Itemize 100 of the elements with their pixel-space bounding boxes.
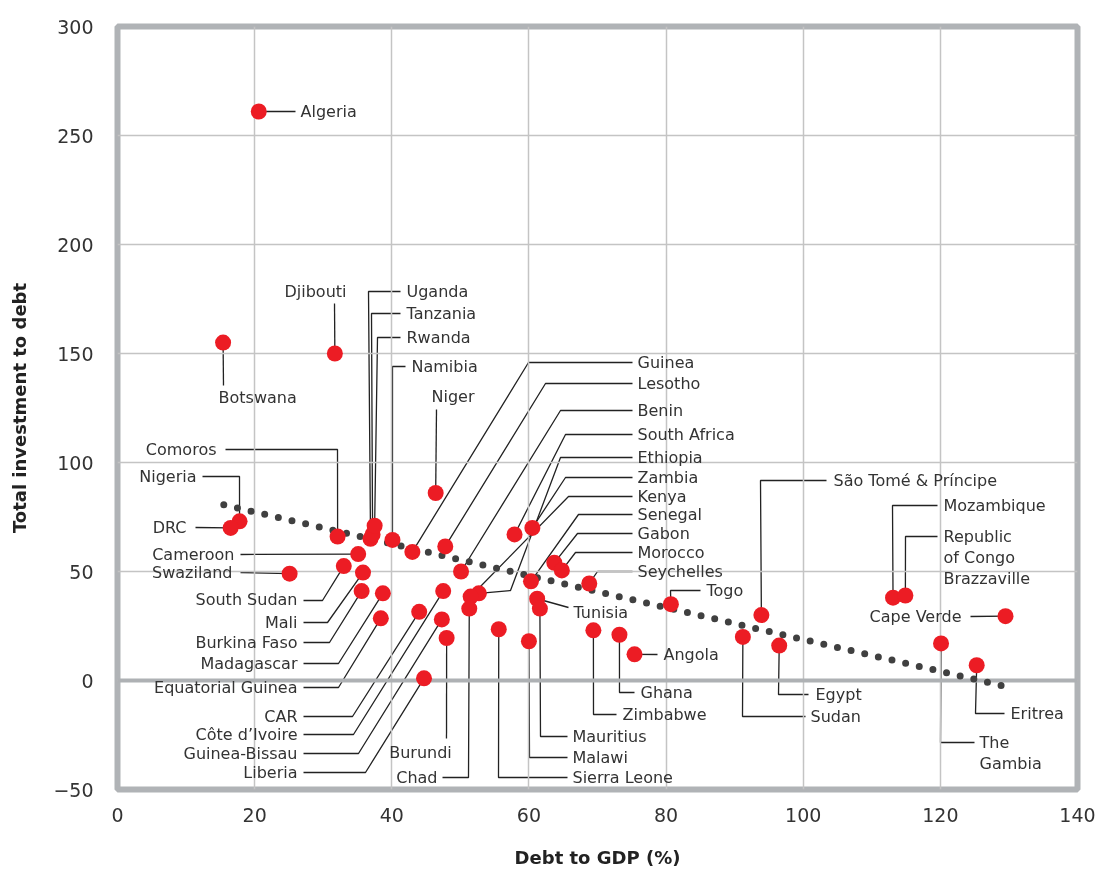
point (427, 485, 444, 501)
annotation: Angola (663, 645, 719, 664)
point (611, 626, 628, 643)
point (531, 600, 548, 617)
annotation: Republic of Congo Brazzaville (943, 527, 1031, 588)
annotation: Madagascar (200, 654, 298, 673)
point (281, 565, 298, 582)
point (524, 519, 541, 536)
point (433, 611, 450, 628)
y-tick-label: 100 (57, 451, 94, 474)
x-tick-label: 0 (111, 803, 124, 826)
point (968, 657, 985, 674)
annotation: Mozambique (943, 496, 1046, 515)
annotation: Zambia (637, 468, 699, 487)
point (585, 622, 602, 639)
annotation: Niger (431, 387, 475, 406)
annotation: Lesotho (637, 374, 701, 393)
point (372, 610, 389, 627)
point (366, 517, 383, 534)
point (438, 630, 455, 646)
y-tick-label: 0 (81, 669, 94, 692)
point (553, 562, 570, 579)
y-tick-label: 300 (57, 15, 94, 38)
point (437, 538, 454, 555)
y-axis-title: Total investment to debt (9, 282, 31, 534)
point (771, 637, 788, 654)
annotation: Burkina Faso (195, 633, 298, 652)
x-axis-title: Debt to GDP (%) (514, 846, 681, 868)
annotation: Senegal (637, 505, 702, 524)
annotation: Côte d’Ivoire (195, 725, 298, 744)
annotation: Cameroon (152, 545, 235, 564)
annotation: Ghana (640, 683, 693, 702)
point (335, 558, 352, 575)
point (897, 587, 914, 604)
annotation: Malawi (572, 748, 628, 767)
annotation: Burundi (389, 743, 452, 762)
annotation: Cape Verde (869, 607, 962, 626)
point (753, 607, 770, 624)
annotation: Mali (265, 613, 298, 632)
annotation: Djibouti (284, 282, 347, 301)
point (384, 531, 401, 548)
point (997, 608, 1014, 625)
annotation: Liberia (243, 763, 298, 782)
annotation: Sierra Leone (572, 768, 673, 787)
point (354, 564, 371, 581)
annotation: Guinea (637, 353, 695, 372)
annotation: Algeria (300, 102, 357, 121)
point (326, 345, 343, 362)
annotation: Sudan (810, 707, 861, 726)
annotation: Equatorial Guinea (154, 678, 298, 697)
point (350, 546, 367, 563)
point (453, 563, 470, 580)
point (250, 103, 267, 120)
point (353, 583, 370, 600)
annotation: Swaziland (152, 563, 233, 582)
point (404, 543, 421, 560)
annotation: Mauritius (572, 727, 647, 746)
annotation: Guinea-Bissau (183, 744, 298, 763)
annotation: Gabon (637, 524, 690, 543)
annotation: Namibia (411, 357, 478, 376)
point (581, 575, 598, 592)
annotation: Rwanda (406, 328, 471, 347)
annotation: Ethiopia (637, 448, 703, 467)
y-tick-label: −50 (53, 778, 94, 801)
point (662, 596, 679, 613)
point (222, 519, 239, 536)
annotation: Nigeria (139, 467, 197, 486)
annotation: Egypt (815, 685, 862, 704)
point (522, 573, 539, 590)
y-tick-label: 200 (57, 233, 94, 256)
annotation: CAR (264, 707, 298, 726)
point (506, 526, 523, 543)
point (374, 585, 391, 602)
x-tick-label: 120 (922, 803, 959, 826)
annotation: Zimbabwe (622, 705, 707, 724)
annotation: Tanzania (405, 304, 477, 323)
annotation: Chad (396, 768, 438, 787)
point (411, 603, 428, 620)
x-tick-label: 140 (1059, 803, 1096, 826)
annotation: Uganda (406, 282, 469, 301)
annotation: The Gambia (978, 733, 1042, 773)
y-tick-label: 50 (69, 560, 94, 583)
annotation: Seychelles (637, 562, 723, 581)
point (933, 635, 950, 652)
point (490, 621, 507, 638)
point (734, 628, 751, 645)
annotation: Togo (705, 581, 744, 600)
annotation: South Sudan (195, 590, 298, 609)
point (435, 583, 452, 600)
point (329, 528, 346, 545)
annotation: Benin (637, 401, 684, 420)
x-tick-label: 100 (785, 803, 822, 826)
annotation: São Tomé & Príncipe (833, 471, 998, 490)
point (461, 600, 478, 617)
annotation: Morocco (637, 543, 705, 562)
y-tick-label: 150 (57, 342, 94, 365)
annotation: DRC (152, 518, 187, 537)
annotation: Botswana (218, 388, 297, 407)
point (416, 670, 433, 687)
y-tick-label: 250 (57, 124, 94, 147)
